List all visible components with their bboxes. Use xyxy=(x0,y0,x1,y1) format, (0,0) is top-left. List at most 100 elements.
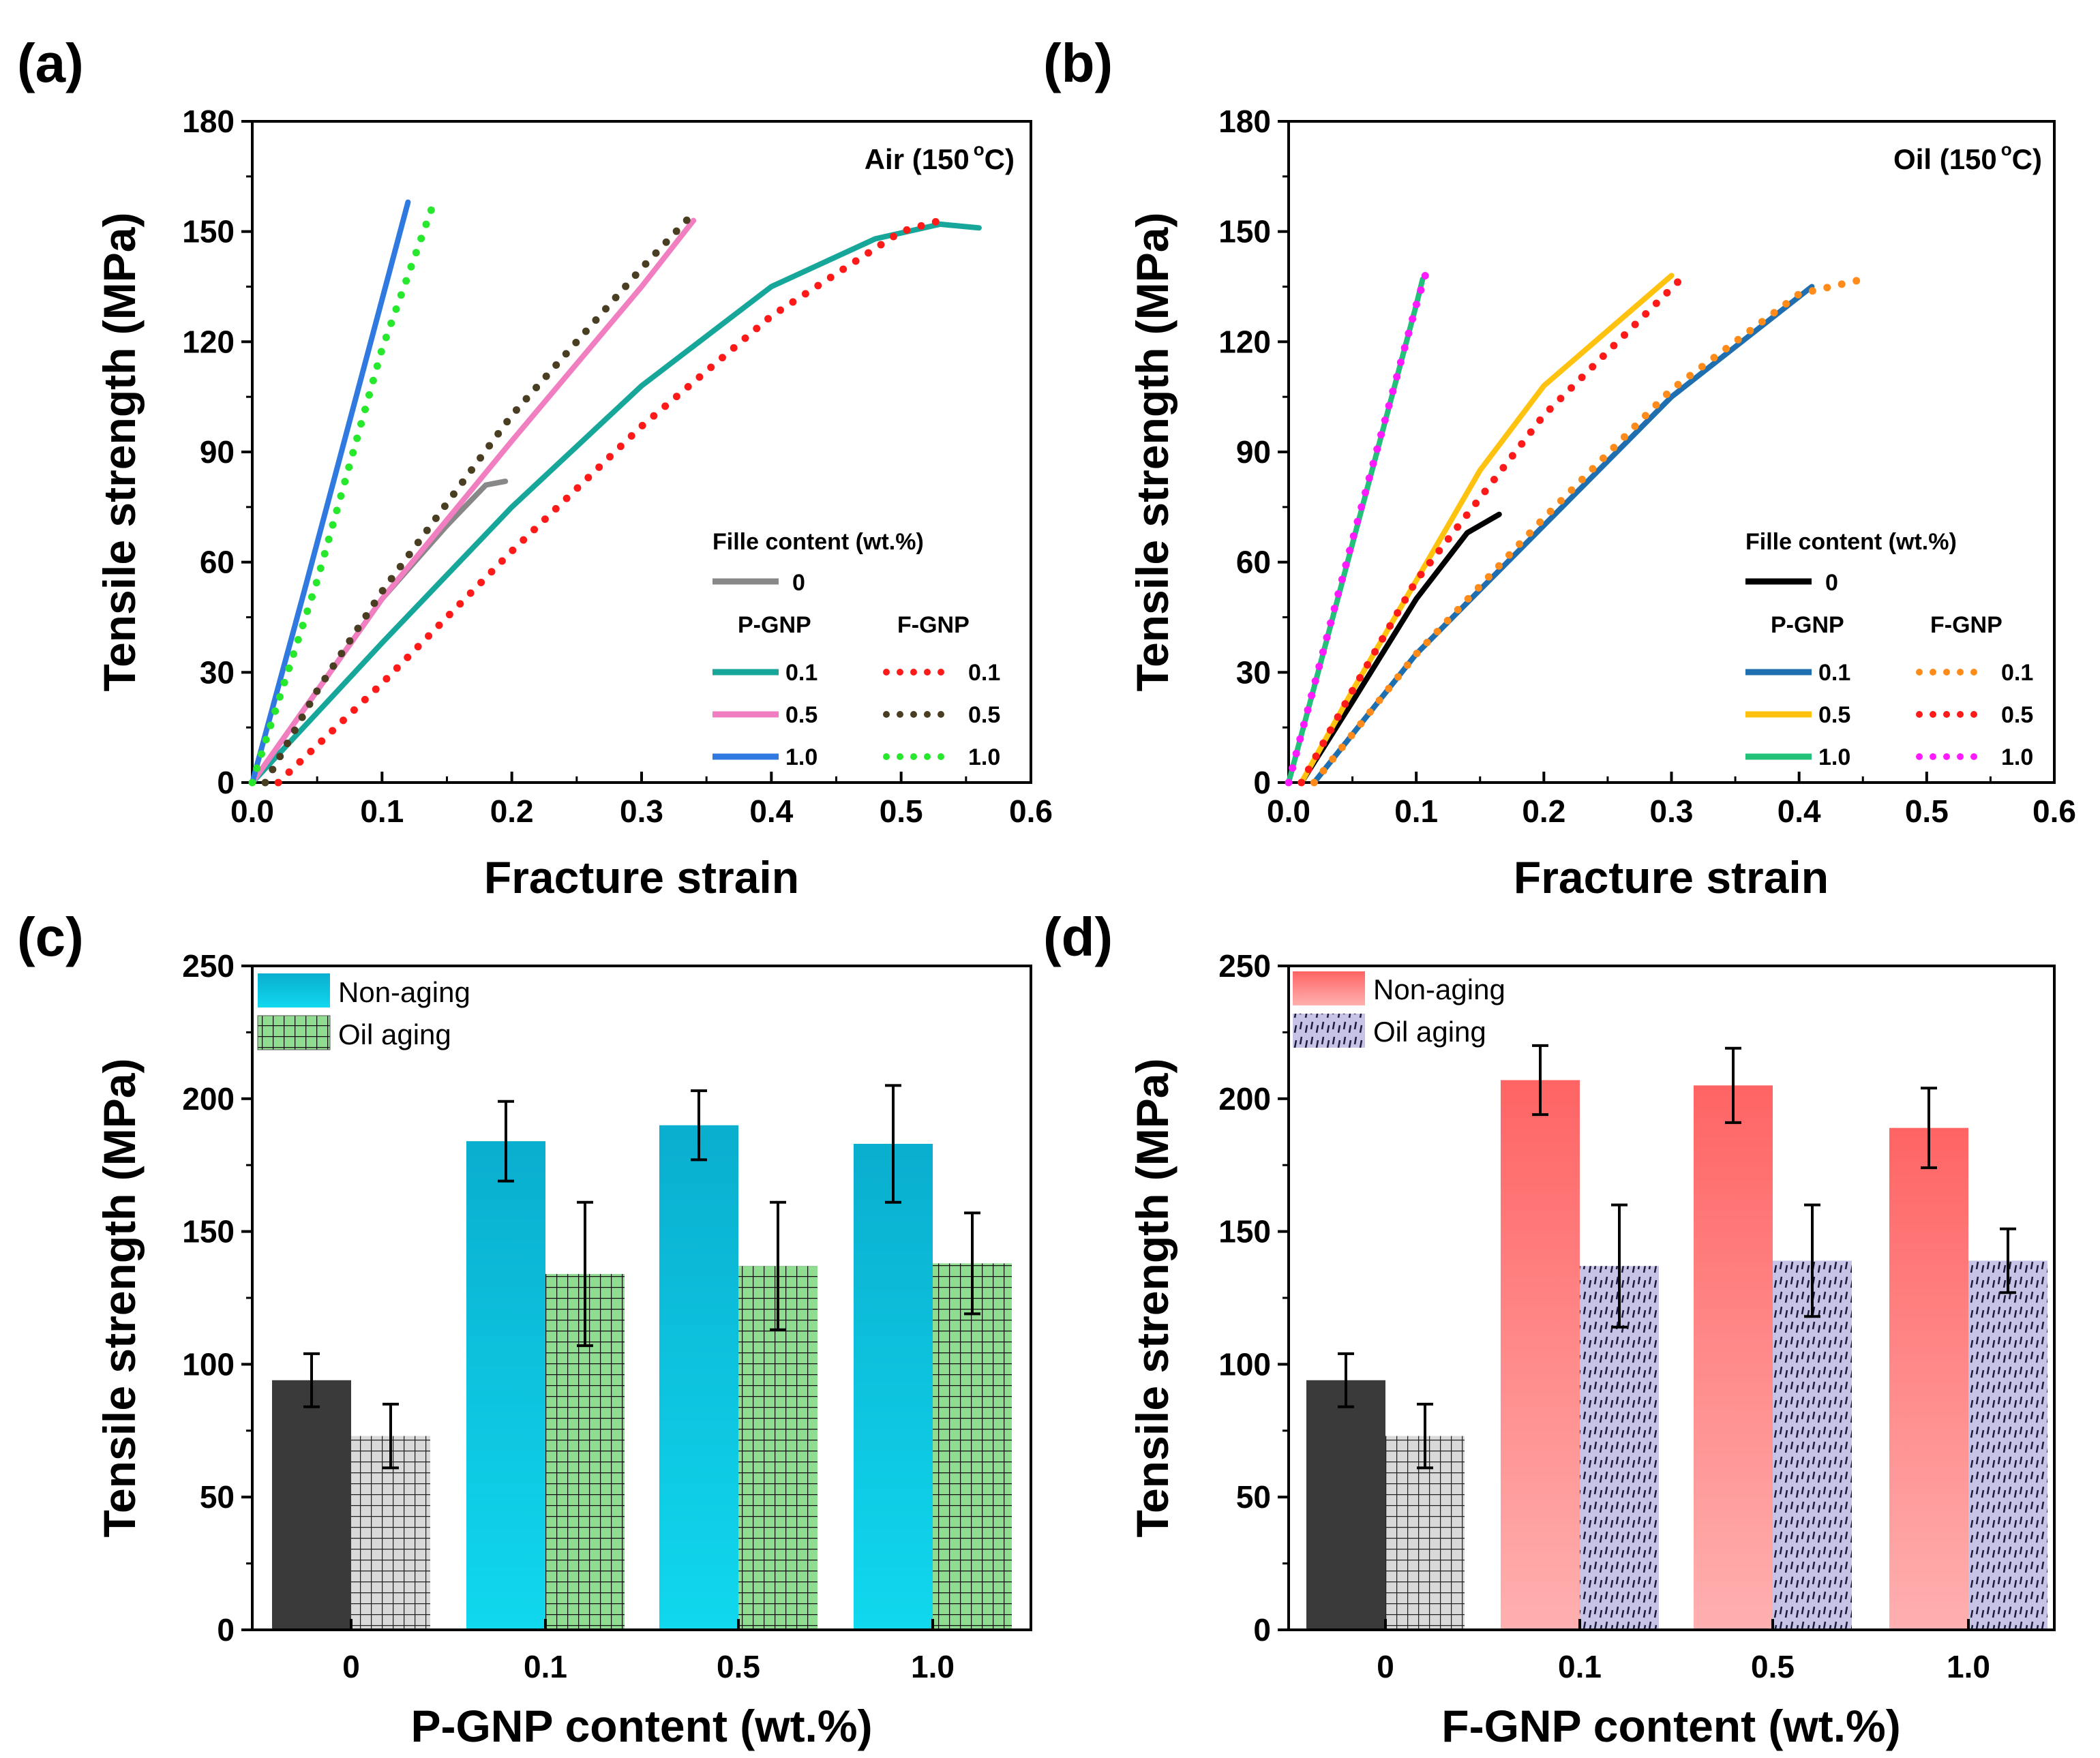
series-p-gnp-0-1 xyxy=(250,221,982,785)
x-tick-label: 0.6 xyxy=(1009,793,1053,829)
x-tick-label: 0.0 xyxy=(230,793,274,829)
y-tick-label: 120 xyxy=(182,324,235,359)
bar-oil-aging-1_0 xyxy=(933,1263,1012,1630)
y-tick-label: 250 xyxy=(1218,948,1271,984)
x-tick-label: 0.5 xyxy=(1905,793,1949,829)
series-f-gnp-0-5 xyxy=(261,209,698,787)
legend-pgnp-05: 0.5 xyxy=(785,702,817,728)
y-tick-label: 90 xyxy=(200,434,235,470)
legend-col-pgnp: P-GNP xyxy=(1771,612,1844,638)
legend-swatch-oilaging xyxy=(1293,1014,1365,1048)
panel-a-lines xyxy=(248,198,982,787)
x-tick-label: 1.0 xyxy=(1947,1649,1990,1684)
panel-a-letter: (a) xyxy=(17,33,84,93)
y-tick-label: 250 xyxy=(182,948,235,984)
panel-c-bars xyxy=(272,1084,1012,1630)
panel-c-xlabel: P-GNP content (wt.%) xyxy=(410,1701,872,1751)
x-tick-label: 0.2 xyxy=(1522,793,1565,829)
legend-col-fgnp: F-GNP xyxy=(1930,612,2002,638)
panel-c-legend: Non-aging Oil aging xyxy=(257,973,470,1050)
x-tick-label: 0.5 xyxy=(717,1649,760,1684)
x-tick-label: 0.2 xyxy=(490,793,534,829)
bar-non-aging-0 xyxy=(1306,1380,1385,1630)
bar-non-aging-0_5 xyxy=(1694,1085,1773,1630)
series-0 xyxy=(250,479,509,785)
legend-oilaging: Oil aging xyxy=(338,1018,451,1050)
y-tick-label: 180 xyxy=(182,104,235,139)
panel-c: (c) 0 0.1 0.5 1.0 0 50 100 150 200 250 P-GNP cont… xyxy=(17,907,1032,1751)
panel-a-ticks: 0.0 0.1 0.2 0.3 0.4 0.5 0.6 0 30 60 90 120 150 180 xyxy=(182,104,1053,829)
bar-oil-aging-1_0 xyxy=(1968,1260,2047,1630)
panel-c-ticks: 0 0.1 0.5 1.0 0 50 100 150 200 250 xyxy=(182,948,955,1684)
y-tick-label: 200 xyxy=(1218,1081,1271,1117)
series-p-gnp-1-0 xyxy=(250,199,411,785)
x-tick-label: 0.0 xyxy=(1267,793,1310,829)
legend-nonaging: Non-aging xyxy=(1373,973,1505,1005)
y-tick-label: 180 xyxy=(1218,104,1271,139)
legend-pgnp-01: 0.1 xyxy=(785,660,817,686)
y-tick-label: 30 xyxy=(200,654,235,690)
panel-d-legend: Non-aging Oil aging xyxy=(1293,971,1505,1048)
x-tick-label: 0.5 xyxy=(880,793,923,829)
bar-oil-aging-0_5 xyxy=(1773,1260,1852,1630)
legend-pgnp-05: 0.5 xyxy=(1818,702,1850,728)
panel-b-inset-title: Oil (150 oC) xyxy=(1893,139,2042,175)
x-tick-label: 0.1 xyxy=(1394,793,1438,829)
bar-non-aging-1_0 xyxy=(854,1144,933,1630)
panel-b-letter: (b) xyxy=(1043,33,1113,93)
legend-pgnp-01: 0.1 xyxy=(1818,660,1850,686)
panel-b-legend: Fille content (wt.%) 0 P-GNP F-GNP 0.1 0… xyxy=(1745,529,2033,770)
y-tick-label: 200 xyxy=(182,1081,235,1117)
legend-fgnp-10: 1.0 xyxy=(2001,744,2033,770)
panel-a: (a) 0.0 0.1 0.2 0.3 0.4 0.5 0.6 0 30 60 90 120 150 18… xyxy=(17,33,1053,903)
panel-a-inset-title: Air (150 oC) xyxy=(865,139,1015,175)
legend-swatch-nonaging xyxy=(258,973,330,1007)
legend-col-pgnp: P-GNP xyxy=(738,612,811,638)
series-f-gnp-0-1 xyxy=(1310,275,1867,787)
panel-b-frame xyxy=(1287,120,2056,784)
legend-pgnp-10: 1.0 xyxy=(785,744,817,770)
bar-non-aging-0_1 xyxy=(466,1141,545,1630)
panel-a-legend: Fille content (wt.%) 0 P-GNP F-GNP 0.1 0… xyxy=(712,529,1000,770)
legend-pure: 0 xyxy=(792,570,805,596)
legend-swatch-oilaging xyxy=(257,1015,331,1050)
y-tick-label: 60 xyxy=(200,545,235,580)
legend-col-fgnp: F-GNP xyxy=(897,612,970,638)
y-tick-label: 90 xyxy=(1236,434,1271,470)
panel-a-ylabel: Tensile strength (MPa) xyxy=(94,213,145,692)
panel-a-frame xyxy=(251,120,1032,784)
x-tick-label: 0.1 xyxy=(360,793,404,829)
y-tick-label: 150 xyxy=(1218,214,1271,249)
bar-non-aging-1_0 xyxy=(1889,1127,1968,1630)
legend-pure: 0 xyxy=(1825,570,1838,596)
x-tick-label: 0.6 xyxy=(2032,793,2076,829)
x-tick-label: 0.4 xyxy=(749,793,793,829)
y-tick-label: 150 xyxy=(182,1214,235,1249)
x-tick-label: 0.1 xyxy=(524,1649,567,1684)
y-tick-label: 50 xyxy=(1236,1479,1271,1515)
legend-title: Fille content (wt.%) xyxy=(1745,529,1957,555)
panel-d-xlabel: F-GNP content (wt.%) xyxy=(1441,1701,1900,1751)
panel-c-letter: (c) xyxy=(17,907,84,967)
y-tick-label: 150 xyxy=(182,214,235,249)
legend-pgnp-10: 1.0 xyxy=(1818,744,1850,770)
legend-swatch-nonaging xyxy=(1293,971,1365,1005)
x-tick-label: 0 xyxy=(1377,1649,1394,1684)
x-tick-label: 0.4 xyxy=(1777,793,1821,829)
panel-d: (d) 0 0.1 0.5 1.0 0 50 100 150 200 250 F-GNP cont… xyxy=(1043,907,2056,1751)
y-tick-label: 50 xyxy=(200,1479,235,1515)
panel-d-letter: (d) xyxy=(1043,907,1113,967)
panel-b-ylabel: Tensile strength (MPa) xyxy=(1127,213,1178,692)
y-tick-label: 100 xyxy=(182,1346,235,1382)
y-tick-label: 0 xyxy=(217,1612,235,1648)
panel-a-xlabel: Fracture strain xyxy=(484,852,799,903)
y-tick-label: 0 xyxy=(217,765,235,800)
series-0 xyxy=(1298,511,1502,785)
legend-nonaging: Non-aging xyxy=(338,976,470,1008)
legend-fgnp-10: 1.0 xyxy=(968,744,1000,770)
y-tick-label: 0 xyxy=(1253,765,1271,800)
legend-fgnp-05: 0.5 xyxy=(2001,702,2033,728)
panel-b-xlabel: Fracture strain xyxy=(1514,852,1829,903)
y-tick-label: 0 xyxy=(1253,1612,1271,1648)
